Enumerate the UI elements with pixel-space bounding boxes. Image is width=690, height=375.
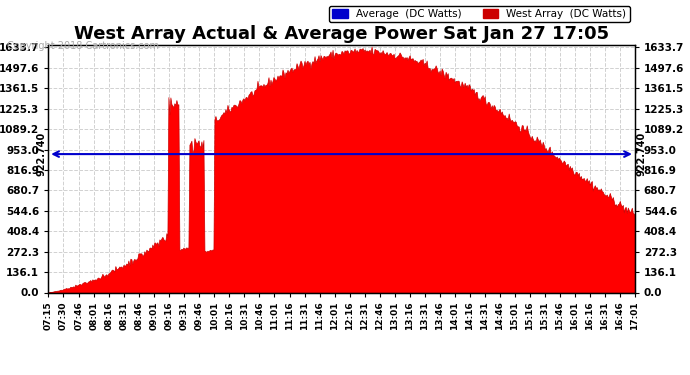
Text: 922.740: 922.740	[637, 132, 647, 176]
Legend: Average  (DC Watts), West Array  (DC Watts): Average (DC Watts), West Array (DC Watts…	[329, 6, 629, 22]
Text: 922.740: 922.740	[37, 132, 46, 176]
Title: West Array Actual & Average Power Sat Jan 27 17:05: West Array Actual & Average Power Sat Ja…	[74, 26, 609, 44]
Text: Copyright 2018 Cartronics.com: Copyright 2018 Cartronics.com	[7, 41, 159, 51]
